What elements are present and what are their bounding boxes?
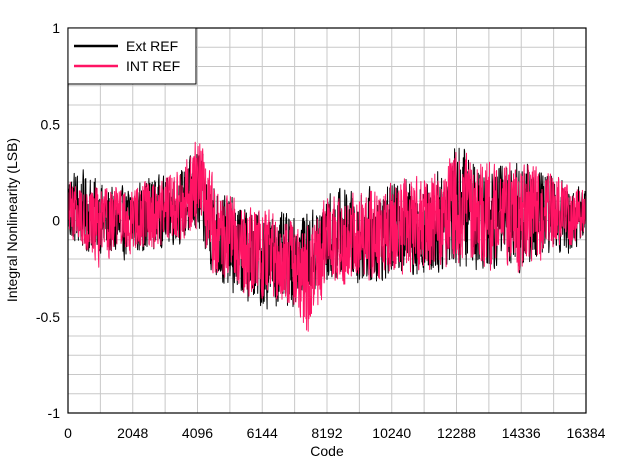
- y-tick-label: -0.5: [36, 309, 60, 325]
- x-tick-label: 0: [64, 425, 72, 441]
- legend-label-ext-ref: Ext REF: [126, 38, 178, 54]
- x-tick-label: 16384: [567, 425, 606, 441]
- x-tick-label: 6144: [247, 425, 278, 441]
- x-tick-label: 4096: [182, 425, 213, 441]
- x-axis-ticks: 0 2048 4096 6144 8192 10240 12288 14336 16384: [64, 425, 606, 441]
- x-tick-label: 2048: [117, 425, 148, 441]
- legend-label-int-ref: INT REF: [126, 58, 180, 74]
- legend: Ext REF INT REF: [67, 27, 197, 85]
- x-tick-label: 10240: [372, 425, 411, 441]
- y-axis-label: Integral Nonlinearity (LSB): [4, 138, 20, 302]
- x-tick-label: 8192: [311, 425, 342, 441]
- series-line-int-ref: [67, 141, 587, 332]
- y-tick-label: 0.5: [41, 116, 61, 132]
- y-axis-ticks: -1 -0.5 0 0.5 1: [36, 20, 60, 421]
- plot-border: [67, 27, 587, 414]
- x-tick-label: 14336: [502, 425, 541, 441]
- y-tick-label: -1: [48, 405, 61, 421]
- y-tick-label: 1: [52, 20, 60, 36]
- x-tick-label: 12288: [437, 425, 476, 441]
- y-tick-label: 0: [52, 213, 60, 229]
- x-axis-label: Code: [310, 443, 344, 459]
- legend-box: [67, 27, 197, 85]
- series-layer: [67, 141, 587, 332]
- series-line-ext-ref: [67, 147, 587, 310]
